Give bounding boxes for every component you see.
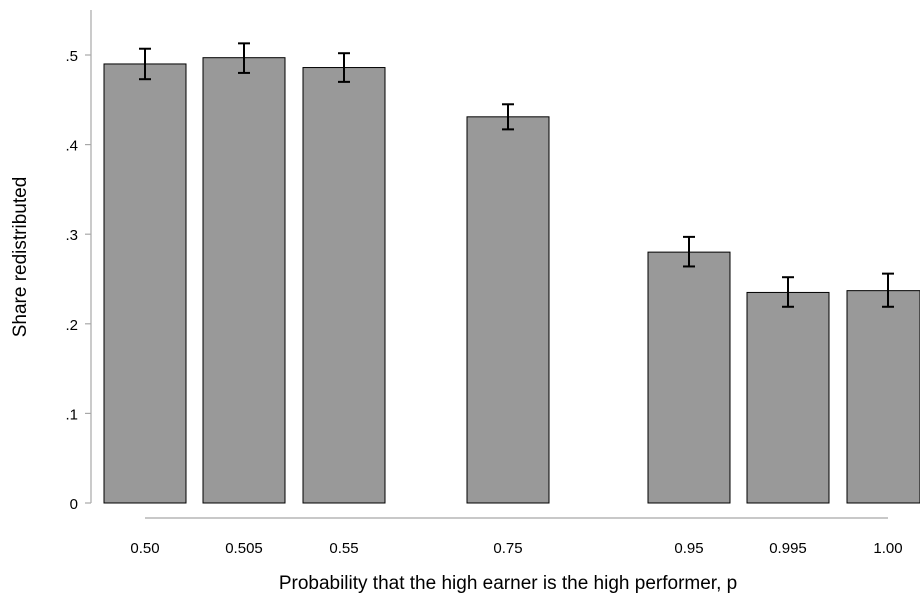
y-tick-label: .1 (65, 406, 78, 423)
x-tick-label: 0.55 (329, 540, 358, 557)
y-tick-label: .5 (65, 48, 78, 65)
bars (103, 57, 920, 504)
y-tick-label: .2 (65, 317, 78, 334)
bar-1.00 (846, 290, 920, 504)
bar-0.50 (103, 63, 187, 504)
y-tick-label: .4 (65, 138, 78, 155)
x-axis: 0.50 0.505 0.55 0.75 0.95 0.995 1.00 (130, 517, 903, 557)
x-tick-label: 0.505 (225, 540, 263, 557)
axis-titles: Share redistributed Probability that the… (10, 177, 737, 594)
x-tick-label: 1.00 (873, 540, 902, 557)
y-tick-label: .3 (65, 227, 78, 244)
y-axis: 0 .1 .2 .3 .4 .5 (65, 10, 92, 513)
x-tick-label: 0.75 (493, 540, 522, 557)
bar-0.995 (746, 291, 830, 504)
x-tick-label: 0.995 (769, 540, 807, 557)
bar-0.55 (302, 67, 386, 504)
x-axis-title: Probability that the high earner is the … (279, 573, 737, 594)
error-bars (139, 42, 894, 308)
x-tick-label: 0.95 (674, 540, 703, 557)
y-tick-label: 0 (70, 496, 78, 513)
bar-0.95 (647, 251, 731, 504)
x-tick-label: 0.50 (130, 540, 159, 557)
bar-0.75 (466, 116, 550, 504)
bar-0.505 (202, 57, 286, 504)
y-axis-title: Share redistributed (10, 177, 31, 338)
